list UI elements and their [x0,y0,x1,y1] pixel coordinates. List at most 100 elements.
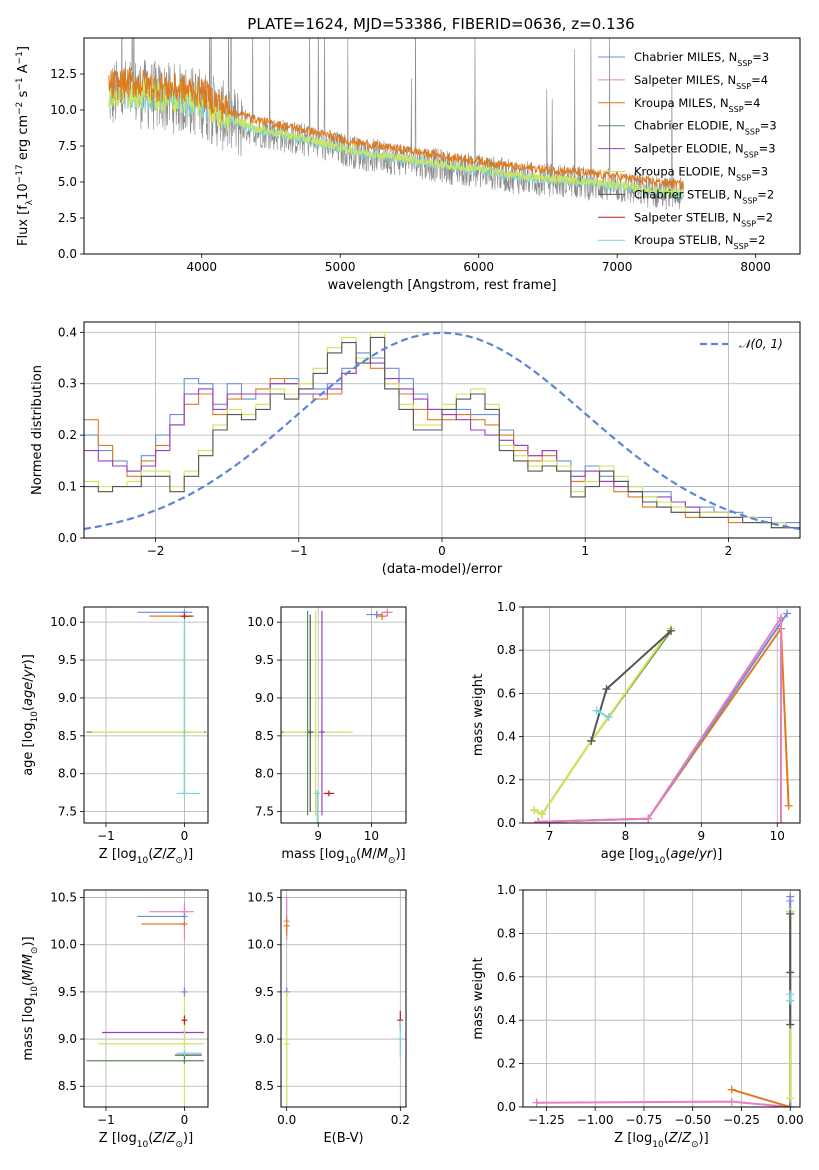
y-axis-label: mass weight [471,957,486,1039]
x-axis-label: Z [log10(Z/Z⊙)] [99,847,193,866]
plot-area-residuals [84,331,800,531]
x-tick-label: 4000 [186,260,217,274]
legend-label-kroupa_miles: Kroupa MILES, NSSP=4 [634,96,760,114]
plot-area-mass_vs_EBV [283,897,404,1106]
y-tick-label: 0.2 [497,773,516,787]
y-tick-label: 0.4 [497,730,516,744]
x-tick-label: 9 [698,829,706,843]
y-tick-label: 0.0 [497,1100,516,1114]
x-tick-label: 10 [364,829,379,843]
y-tick-label: 0.2 [58,428,77,442]
panel-residuals: −2 −1 0 1 2 0.0 0.1 0.2 0.3 0.4 𝒩(0, 1) (data-model… [30,321,801,577]
x-tick-label: −1 [97,829,115,843]
y-tick-label: 0.0 [58,247,77,261]
x-tick-label: 10 [770,829,785,843]
plot-area-age_vs_Z [86,609,207,797]
y-tick-label: 8.5 [255,1079,274,1093]
plot-area-mass_vs_Z [86,902,205,1106]
x-tick-label: 5000 [325,260,356,274]
x-tick-label: −0.25 [723,1113,760,1127]
y-tick-label: 9.5 [58,985,77,999]
y-tick-label: 0.8 [497,643,516,657]
x-tick-label: −2 [147,544,165,558]
y-tick-label: 8.5 [58,729,77,743]
plot-area-massweight_vs_age [530,609,793,823]
x-tick-label: 0.0 [277,1113,296,1127]
mass-weight-line-kroupa_stelib [596,709,610,719]
observed-spectrum [108,38,684,211]
panel-massweight_vs_Z: −1.25 −1.00 −0.75 −0.50 −0.25 0.00 0.0 0.2 0.4 0.… [471,883,804,1150]
mass-weight-marker-salpeter_miles [644,814,653,823]
y-axis-label: mass [log10(M/M⊙)] [21,936,40,1060]
mass-weight-marker-kroupa_elodie [530,806,539,815]
legend-label-salpeter_stelib: Salpeter STELIB, NSSP=2 [634,210,773,228]
mass-weight-marker-chabrier_stelib [587,736,596,745]
y-axis-label: age [log10(age/yr)] [21,654,40,776]
y-tick-label: 1.0 [497,600,516,614]
axes-frame [280,889,407,1108]
x-axis-label: E(B-V) [323,1131,363,1146]
y-tick-label: 9.5 [58,653,77,667]
panel-age_vs_mass: 9 10 7.5 8.0 8.5 9.0 9.5 10.0 mass [log10(M/M⊙)] [247,606,407,866]
x-tick-label: 0.2 [391,1113,410,1127]
mass-weight-marker-chabrier_miles [786,1103,795,1107]
mass-weight-marker-chabrier_stelib [666,626,675,635]
panel-massweight_vs_age: 7 8 9 10 0.0 0.2 0.4 0.6 0.8 1.0 age [log10(age/yr… [471,600,801,866]
mass-weight-line-salpeter_miles [536,900,792,1107]
y-tick-label: 0.1 [58,480,77,494]
axes-frame [83,37,801,255]
y-tick-label: 8.0 [58,767,77,781]
spectrum-legend: Chabrier MILES, NSSP=3 Salpeter MILES, NS… [598,50,777,251]
x-tick-label: −1.25 [528,1113,565,1127]
axes-frame [83,321,801,539]
y-tick-label: 0.3 [58,377,77,391]
y-tick-label: 9.0 [58,1032,77,1046]
mass-weight-marker-salpeter_miles [777,613,786,622]
x-tick-label: 6000 [463,260,494,274]
x-tick-label: −0.75 [626,1113,663,1127]
mass-weight-line-salpeter_miles [538,614,782,823]
y-tick-label: 9.0 [255,691,274,705]
legend-label-chabrier_miles: Chabrier MILES, NSSP=3 [634,50,769,68]
y-tick-label: 0.4 [58,325,77,339]
axes-frame [522,889,801,1108]
y-axis-label: Flux [fλ10−17 erg cm−2 s−1 A−1] [15,46,35,246]
panel-mass_vs_EBV: 0.0 0.2 8.5 9.0 9.5 10.0 10.5 E(B-V) [247,889,410,1146]
x-tick-label: −0.50 [674,1113,711,1127]
mass-weight-marker-chabrier_stelib [602,685,611,694]
mass-weight-line-kroupa_miles [538,625,790,823]
legend-label-chabrier_stelib: Chabrier STELIB, NSSP=2 [634,187,774,205]
y-tick-label: 7.5 [58,139,77,153]
plot-area-spectrum [108,38,684,211]
y-tick-label: 10.5 [247,891,274,905]
y-tick-label: 9.5 [255,653,274,667]
x-axis-label: Z [log10(Z/Z⊙)] [99,1131,193,1150]
x-tick-label: 0 [438,544,446,558]
mass-weight-line-kroupa_elodie [533,628,672,816]
x-axis-label: age [log10(age/yr)] [601,847,723,866]
y-tick-label: 1.0 [497,883,516,897]
y-tick-label: 7.5 [255,805,274,819]
y-tick-label: 7.5 [58,805,77,819]
y-tick-label: 8.0 [255,767,274,781]
figure-title: PLATE=1624, MJD=53386, FIBERID=0636, z=0… [247,15,634,33]
mass-weight-marker-kroupa_miles [784,801,793,810]
y-tick-label: 0.4 [497,1013,516,1027]
mass-weight-line-kroupa_miles [731,911,792,1107]
legend-label-salpeter_miles: Salpeter MILES, NSSP=4 [634,73,768,91]
mass-weight-marker-kroupa_stelib [604,713,613,722]
mass-weight-marker-chabrier_miles [783,609,792,618]
y-tick-label: 10.0 [50,615,77,629]
x-tick-label: 8000 [740,260,771,274]
y-tick-label: 0.8 [497,926,516,940]
x-axis-label: (data-model)/error [382,562,503,577]
mass-weight-marker-salpeter_miles [777,819,786,823]
x-tick-label: 1 [581,544,589,558]
x-axis-label: mass [log10(M/M⊙)] [281,847,405,866]
axes-frame [83,889,209,1108]
x-tick-label: −1 [97,1113,115,1127]
y-axis-label: Normed distribution [30,365,45,495]
plot-area-massweight_vs_Z [532,892,795,1107]
mass-weight-marker-kroupa_elodie [786,1094,795,1103]
